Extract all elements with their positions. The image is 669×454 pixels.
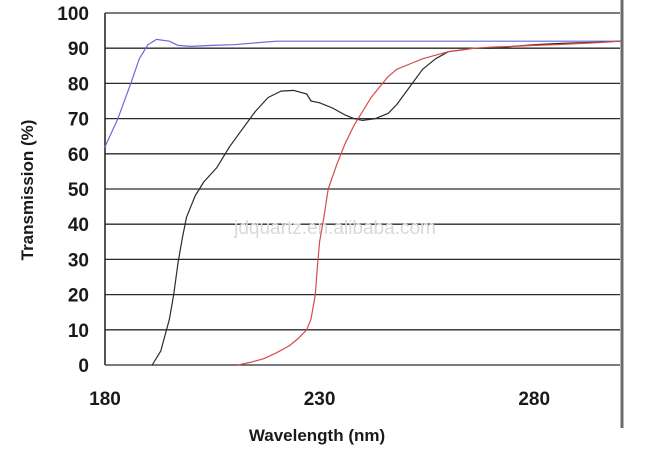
y-tick-label: 100 (57, 4, 89, 25)
y-axis-title: Transmission (%) (18, 120, 37, 261)
y-tick-label: 20 (68, 286, 89, 307)
y-tick-label: 60 (68, 145, 89, 166)
plot-frame (104, 0, 624, 428)
x-tick-label: 230 (304, 389, 336, 410)
y-tick-label: 90 (68, 39, 89, 60)
y-tick-label: 40 (68, 215, 89, 236)
series-line-2 (151, 40, 621, 366)
x-tick-label: 280 (518, 389, 550, 410)
watermark-text: jdquartz.en.alibaba.com (233, 218, 436, 239)
grid-lines (105, 12, 620, 366)
y-tick-label: 50 (68, 180, 89, 201)
series-line-3 (237, 40, 621, 366)
x-tick-labels: 180 230 280 (89, 389, 550, 410)
y-tick-label: 70 (68, 110, 89, 131)
x-axis-title: Wavelength (nm) (249, 426, 385, 445)
y-tick-label: 30 (68, 250, 89, 271)
series-line-1 (104, 38, 621, 148)
x-tick-label: 180 (89, 389, 121, 410)
y-tick-labels: 0 10 20 30 40 50 60 70 80 90 100 (57, 4, 89, 377)
y-tick-label: 80 (68, 74, 89, 95)
y-tick-label: 10 (68, 321, 89, 342)
y-tick-label: 0 (78, 356, 89, 377)
series-group (104, 38, 621, 366)
